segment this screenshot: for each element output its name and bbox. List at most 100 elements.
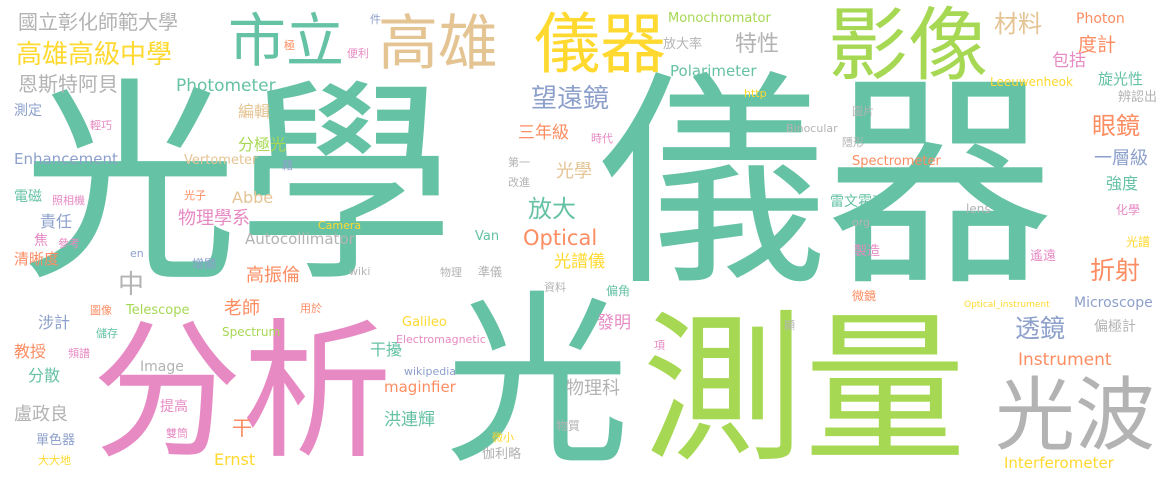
- word-refraction: 折射: [1090, 256, 1141, 285]
- word-convenient: 便利: [347, 47, 369, 60]
- word-microscope-part: 微鏡: [852, 289, 877, 303]
- word-collimator: 準儀: [478, 265, 503, 279]
- word-lens: lens: [966, 202, 991, 216]
- word-electromagnetic: Electromagnetic: [396, 333, 486, 346]
- word-tiny: 微小: [492, 431, 514, 444]
- word-focus: 焦: [34, 233, 48, 249]
- word-en: en: [130, 247, 144, 260]
- word-kao-chenlun: 高振倫: [246, 265, 300, 286]
- word-third-grade: 三年級: [518, 123, 569, 143]
- word-manufacture: 製造: [854, 244, 881, 259]
- word-improved: 改進: [508, 176, 530, 189]
- word-instrument-yellow: 儀器: [534, 6, 666, 83]
- word-ernst-abbe-cn: 恩斯特阿貝: [18, 72, 118, 96]
- word-org: org: [852, 216, 871, 229]
- word-photon: Photon: [1076, 11, 1125, 27]
- word-first: 第一: [508, 156, 530, 169]
- word-item: 項: [654, 339, 665, 352]
- word-vertometer: Vertometer: [184, 153, 258, 168]
- word-material: 材料: [994, 10, 1042, 38]
- word-municipal: 市立: [228, 7, 345, 75]
- word-substance: 物質: [556, 419, 581, 433]
- word-distant: 遙遠: [1030, 249, 1057, 264]
- word-measure: 測定: [14, 103, 42, 119]
- word-display: 顯: [784, 319, 795, 332]
- word-camera-cn: 照相機: [52, 194, 85, 207]
- word-enhance-display: 增顯: [192, 257, 217, 271]
- word-polarized-light: 分極光: [238, 135, 287, 154]
- word-picture: 圖片: [852, 105, 874, 118]
- word-data: 資料: [544, 281, 566, 294]
- word-physics-subject: 物理科: [566, 378, 620, 399]
- word-deflection-angle: 偏角: [606, 284, 631, 298]
- word-first-level: 一層級: [1094, 148, 1148, 169]
- word-polarimeter-cn: 偏極計: [1094, 319, 1136, 335]
- word-clarity: 清晰度: [14, 250, 60, 268]
- word-pole: 極: [284, 39, 295, 52]
- word-electromag-cn: 電磁: [14, 189, 42, 205]
- word-leeuwenhoek: Leeuwenheok: [990, 75, 1073, 89]
- word-kaohsiung-high: 高雄高級中學: [16, 40, 173, 70]
- word-improve: 提高: [160, 399, 188, 415]
- word-light-wave: 光波: [995, 369, 1155, 462]
- word-identify: 辨認出: [1118, 90, 1158, 105]
- word-wikipedia: wikipedia: [404, 365, 457, 378]
- word-dry: 干: [232, 416, 252, 440]
- word-via: 藉: [282, 159, 293, 172]
- word-responsibility: 責任: [40, 212, 73, 231]
- word-chemistry: 化學: [1116, 203, 1141, 217]
- word-physics-dept: 物理學系: [178, 208, 250, 229]
- word-image-en: Image: [140, 359, 184, 375]
- word-spectrometer: Spectrometer: [852, 154, 941, 169]
- word-middle: 中: [118, 270, 145, 300]
- word-magnification: 放大率: [663, 37, 703, 52]
- word-instrument-large: 儀器: [598, 51, 1054, 317]
- word-intensity: 強度: [1106, 174, 1139, 193]
- word-monochromator: Monochromator: [668, 11, 771, 26]
- word-telescope-cn: 望遠鏡: [531, 84, 610, 114]
- word-lens-cn: 透鏡: [1015, 314, 1066, 343]
- word-reference: 參考: [58, 237, 80, 250]
- word-physics: 物理: [440, 266, 462, 279]
- word-invention: 發明: [597, 313, 631, 333]
- word-ncue: 國立彰化師範大學: [18, 10, 178, 34]
- word-optical-rotation: 旋光性: [1098, 70, 1144, 88]
- word-interference: 干擾: [370, 340, 403, 359]
- word-measurement: 測量: [642, 297, 966, 482]
- word-ernst: Ernst: [214, 450, 256, 469]
- word-dispersion: 分散: [28, 366, 61, 385]
- word-hung-lienhui: 洪連輝: [384, 410, 435, 430]
- word-storage: 儲存: [96, 327, 118, 340]
- word-optics-small: 光學: [556, 161, 592, 182]
- word-characteristic: 特性: [735, 32, 780, 57]
- word-kaohsiung: 高雄: [378, 9, 498, 79]
- word-optical-instrument: Optical_instrument: [964, 300, 1050, 310]
- word-instrument-en: Instrument: [1018, 350, 1112, 370]
- word-glasses: 眼鏡: [1092, 112, 1140, 140]
- word-wiki: wiki: [349, 265, 371, 278]
- word-figure: 圖像: [90, 304, 112, 317]
- word-meter: 度計: [1078, 34, 1117, 56]
- word-piece: 件: [370, 13, 381, 26]
- word-http: http: [744, 87, 767, 100]
- word-van: Van: [475, 229, 500, 244]
- word-greatly: 大大地: [38, 454, 71, 467]
- word-light: 光: [445, 274, 630, 482]
- word-microscope: Microscope: [1074, 295, 1153, 311]
- word-invisible: 隱形: [842, 136, 864, 149]
- word-spectrum-cn: 頻譜: [68, 347, 90, 360]
- word-professor: 教授: [14, 342, 47, 361]
- word-magnify: 放大: [528, 195, 576, 223]
- word-leeuwenhoek-cn: 雷文霍克: [830, 194, 886, 210]
- word-era: 時代: [591, 132, 613, 145]
- word-camera: Camera: [318, 219, 362, 232]
- word-binocular: Binocular: [786, 122, 838, 135]
- word-polarimeter: Polarimeter: [670, 62, 757, 80]
- word-teacher: 老師: [224, 298, 260, 319]
- word-image: 影像: [828, 0, 988, 92]
- word-monochromator-cn: 單色器: [36, 433, 76, 448]
- word-galileo-cn: 伽利略: [482, 447, 522, 462]
- word-optics: 光學: [22, 60, 455, 311]
- word-lightweight: 輕巧: [90, 119, 112, 132]
